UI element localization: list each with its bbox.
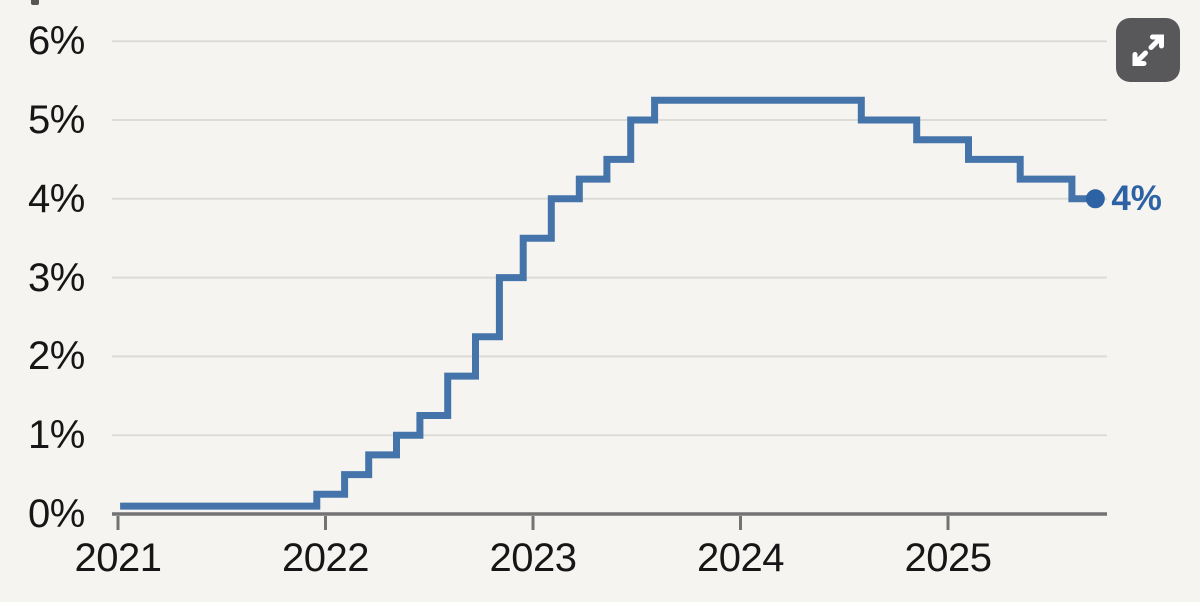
y-axis-label: 1%	[28, 413, 85, 458]
x-axis-label: 2023	[489, 536, 577, 580]
crop-artifact	[31, 0, 39, 5]
y-axis-label: 2%	[28, 334, 85, 379]
y-axis-label: 4%	[28, 176, 85, 221]
x-axis-label: 2022	[282, 536, 369, 580]
x-axis-label: 2025	[904, 536, 992, 580]
x-axis-label: 2024	[697, 536, 784, 580]
x-axis-ticks	[116, 516, 950, 530]
x-axis-label: 2021	[74, 536, 162, 580]
y-axis-label: 3%	[28, 255, 85, 300]
rate-step-line	[120, 96, 1096, 510]
gridlines	[112, 40, 1107, 437]
y-axis-label: 5%	[28, 98, 85, 142]
latest-value-dot	[1085, 189, 1105, 209]
end-value-label: 4%	[1111, 178, 1162, 218]
y-axis-label: 0%	[28, 492, 85, 536]
y-axis-label: 6%	[28, 19, 85, 64]
expand-diagonal-icon	[1132, 34, 1164, 66]
expand-button[interactable]	[1116, 18, 1180, 82]
